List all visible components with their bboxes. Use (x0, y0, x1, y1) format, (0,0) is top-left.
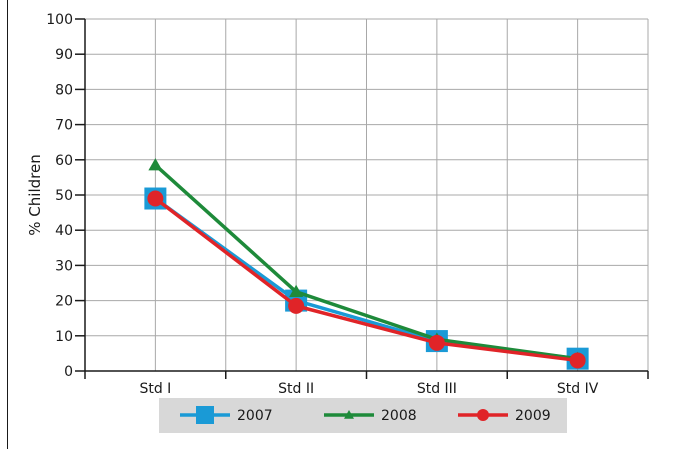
legend-label: 2009 (515, 408, 551, 424)
data-point (289, 284, 304, 298)
legend-marker (344, 410, 354, 419)
series-line (154, 163, 578, 361)
data-point (147, 190, 164, 207)
y-tick-label: 40 (55, 223, 73, 239)
legend-item-2008: 2008 (324, 408, 417, 424)
data-point (569, 352, 586, 369)
y-tick-label: 60 (55, 153, 73, 169)
legend-marker (477, 409, 489, 421)
x-ticks: Std I Std II Std III Std IV (84, 371, 649, 397)
y-tick-label: 0 (64, 364, 73, 380)
y-tick-label: 10 (55, 329, 73, 345)
x-tick-label: Std III (417, 381, 457, 397)
y-tick-label: 50 (55, 188, 73, 204)
frame-left-border (7, 0, 8, 449)
legend-label: 2008 (381, 408, 417, 424)
legend-item-2009: 2009 (458, 408, 551, 424)
x-tick-label: Std II (278, 381, 314, 397)
x-tick-label: Std I (139, 381, 171, 397)
series-2009 (147, 190, 586, 369)
legend: 2007 2008 2009 (159, 398, 567, 433)
y-ticks: 0 10 20 30 40 50 60 70 80 90 100 (46, 12, 85, 380)
data-point (428, 334, 445, 351)
y-tick-label: 30 (55, 258, 73, 274)
x-tick-label: Std IV (557, 381, 599, 397)
data-point (288, 297, 305, 314)
legend-marker (196, 406, 214, 424)
y-tick-label: 80 (55, 82, 73, 98)
legend-item-2007: 2007 (180, 406, 273, 424)
y-axis-title: % Children (26, 154, 44, 235)
series-group (144, 158, 589, 370)
y-tick-label: 100 (46, 12, 73, 28)
y-tick-label: 70 (55, 118, 73, 134)
y-tick-label: 20 (55, 294, 73, 310)
y-tick-label: 90 (55, 47, 73, 63)
data-point (148, 158, 163, 171)
series-line (154, 197, 578, 363)
legend-label: 2007 (237, 408, 273, 424)
